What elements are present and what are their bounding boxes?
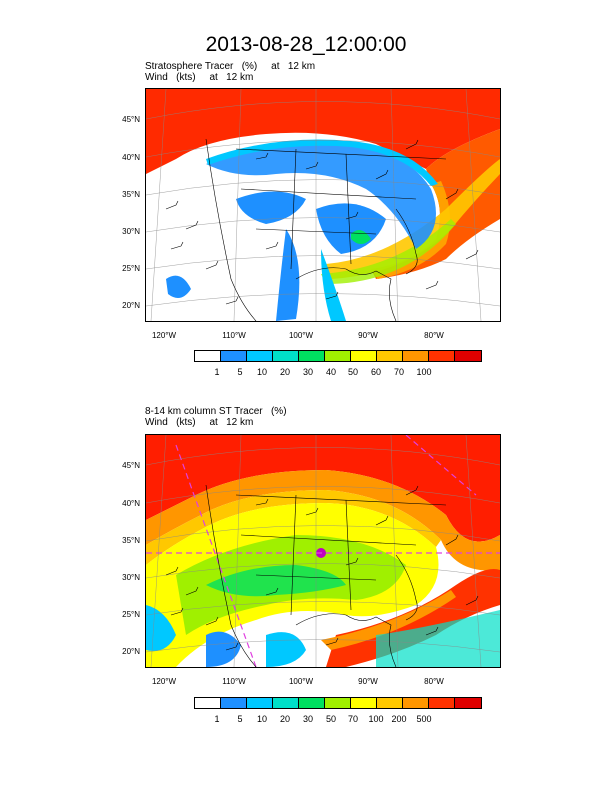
panel2-lon-tick: 100°W — [288, 677, 314, 686]
panel1-colorbar — [194, 350, 482, 362]
panel2-colorbar-label: 50 — [325, 714, 336, 724]
colorbar-swatch — [299, 351, 325, 361]
panel1-colorbar-label: 100 — [416, 367, 432, 377]
panel2-subtitle-1: 8-14 km column ST Tracer (%) — [145, 406, 287, 417]
panel1-lat-tick: 20°N — [122, 301, 140, 310]
colorbar-swatch — [325, 351, 351, 361]
panel2-colorbar-label: 1 — [214, 714, 220, 724]
panel1-subtitle-1: Stratosphere Tracer (%) at 12 km — [145, 61, 316, 72]
panel2-lat-tick: 35°N — [122, 536, 140, 545]
panel1-lat-tick: 25°N — [122, 264, 140, 273]
panel2-lat-tick: 40°N — [122, 499, 140, 508]
panel1-colorbar-label: 60 — [370, 367, 381, 377]
panel2-colorbar — [194, 697, 482, 709]
colorbar-swatch — [221, 698, 247, 708]
panel1-lon-tick: 120°W — [151, 331, 177, 340]
colorbar-swatch — [247, 698, 273, 708]
colorbar-swatch — [195, 351, 221, 361]
panel1-subtitle-2: Wind (kts) at 12 km — [145, 72, 254, 83]
panel2-lon-tick: 80°W — [424, 677, 444, 686]
panel1-lat-tick: 35°N — [122, 190, 140, 199]
panel2-lat-tick: 25°N — [122, 610, 140, 619]
panel1-lat-tick: 45°N — [122, 115, 140, 124]
panel1-lon-tick: 110°W — [222, 331, 246, 340]
colorbar-swatch — [377, 698, 403, 708]
panel2-colorbar-label: 200 — [391, 714, 407, 724]
panel1-lon-tick: 90°W — [358, 331, 378, 340]
panel2-colorbar-label: 70 — [347, 714, 358, 724]
colorbar-swatch — [273, 698, 299, 708]
panel1-colorbar-label: 10 — [256, 367, 267, 377]
panel1-colorbar-label: 70 — [393, 367, 404, 377]
panel1-colorbar-label: 1 — [214, 367, 220, 377]
panel2-lon-tick: 110°W — [222, 677, 246, 686]
colorbar-swatch — [351, 351, 377, 361]
colorbar-swatch — [221, 351, 247, 361]
panel1-lon-tick: 100°W — [288, 331, 314, 340]
colorbar-swatch — [403, 698, 429, 708]
colorbar-swatch — [299, 698, 325, 708]
colorbar-swatch — [247, 351, 273, 361]
panel2-lon-tick: 120°W — [151, 677, 177, 686]
colorbar-swatch — [429, 351, 455, 361]
colorbar-swatch — [377, 351, 403, 361]
colorbar-swatch — [455, 698, 481, 708]
panel1-map — [145, 88, 501, 322]
panel2-colorbar-label: 10 — [256, 714, 267, 724]
panel1-colorbar-label: 5 — [237, 367, 243, 377]
panel1-colorbar-label: 30 — [302, 367, 313, 377]
panel2-colorbar-label: 30 — [302, 714, 313, 724]
colorbar-swatch — [273, 351, 299, 361]
panel2-colorbar-label: 100 — [368, 714, 384, 724]
panel2-lat-tick: 20°N — [122, 647, 140, 656]
panel1-lat-tick: 40°N — [122, 153, 140, 162]
colorbar-swatch — [195, 698, 221, 708]
panel2-lat-tick: 45°N — [122, 461, 140, 470]
panel1-lat-tick: 30°N — [122, 227, 140, 236]
colorbar-swatch — [325, 698, 351, 708]
panel1-colorbar-label: 20 — [279, 367, 290, 377]
panel2-subtitle-2: Wind (kts) at 12 km — [145, 417, 254, 428]
panel2-colorbar-label: 500 — [416, 714, 432, 724]
panel1-colorbar-label: 40 — [325, 367, 336, 377]
colorbar-swatch — [351, 698, 377, 708]
page-title: 2013-08-28_12:00:00 — [205, 33, 407, 56]
colorbar-swatch — [403, 351, 429, 361]
panel2-lon-tick: 90°W — [358, 677, 378, 686]
panel1-lon-tick: 80°W — [424, 331, 444, 340]
panel2-lat-tick: 30°N — [122, 573, 140, 582]
panel2-colorbar-label: 20 — [279, 714, 290, 724]
colorbar-swatch — [429, 698, 455, 708]
colorbar-swatch — [455, 351, 481, 361]
panel1-colorbar-label: 50 — [347, 367, 358, 377]
panel2-map — [145, 434, 501, 668]
panel2-colorbar-label: 5 — [237, 714, 243, 724]
